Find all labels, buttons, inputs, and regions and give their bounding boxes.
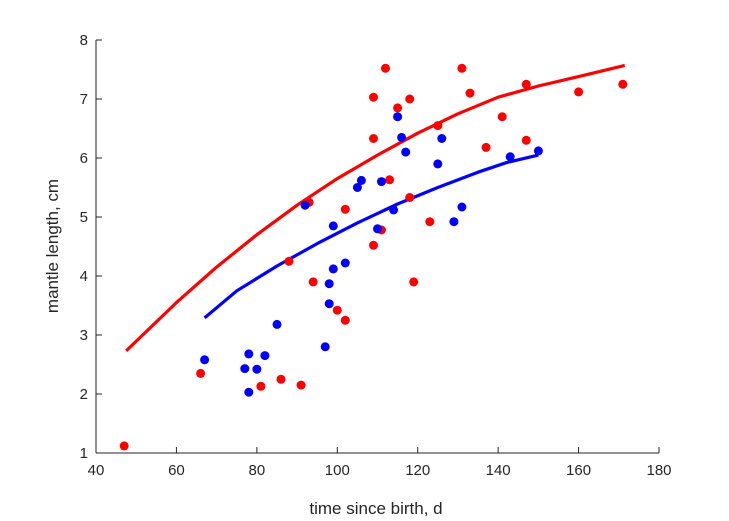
data-point-2 [324,299,334,309]
data-point-2 [320,342,330,352]
data-point-1 [340,204,350,214]
data-point-2 [457,202,467,212]
x-tick-label: 180 [646,462,671,479]
data-point-1 [393,103,403,113]
data-point-1 [405,193,415,202]
data-point-1 [497,112,507,122]
data-point-2 [272,319,282,329]
data-point-2 [340,258,350,268]
y-tick-label: 3 [80,327,88,344]
data-point-2 [401,147,411,157]
tick-labels: 40 60 80 100 120 140 160 180 1 2 3 4 5 6 7 8 [80,32,672,479]
x-tick-label: 100 [325,462,350,479]
data-point-2 [240,364,250,374]
x-tick-label: 140 [486,462,511,479]
data-point-1 [256,381,266,391]
data-point-2 [328,221,338,231]
data-point-2 [373,224,382,234]
data-point-1 [369,240,378,250]
data-point-2 [533,146,543,156]
data-point-2 [244,387,254,397]
x-axis-title: time since birth, d [309,499,442,518]
data-point-2 [389,205,399,215]
data-point-2 [356,175,366,185]
data-point-2 [200,355,210,365]
x-tick-label: 80 [249,462,266,479]
y-tick-label: 8 [80,32,88,49]
data-point-1 [425,217,435,227]
data-point-2 [324,279,334,289]
data-point-1 [119,441,129,451]
data-point-2 [244,349,254,359]
data-point-1 [296,380,306,390]
data-point-2 [352,183,362,192]
y-tick-label: 4 [80,268,88,285]
data-points [119,63,628,451]
fit-curves [125,63,626,353]
data-point-1 [284,256,294,266]
data-point-1 [196,368,206,378]
fit-line-2 [203,153,539,320]
x-tick-label: 120 [405,462,430,479]
y-axis-title: mantle length, cm [43,179,62,313]
data-point-2 [260,351,270,361]
data-point-1 [369,134,378,143]
data-point-1 [574,87,584,97]
data-point-2 [300,200,310,210]
data-point-1 [465,88,475,98]
fit-line-1 [125,63,626,353]
data-point-2 [437,134,447,143]
data-point-1 [457,63,467,73]
data-point-2 [505,152,515,162]
data-point-1 [385,175,395,185]
data-point-2 [252,364,262,374]
y-tick-label: 5 [80,209,88,226]
data-point-1 [521,135,531,145]
data-point-2 [377,177,386,187]
x-tick-label: 160 [566,462,591,479]
data-point-1 [369,92,378,102]
x-tick-label: 40 [88,462,105,479]
data-point-2 [449,217,459,227]
data-point-1 [381,63,390,73]
data-point-1 [409,277,419,287]
x-tick-label: 60 [168,462,185,479]
data-point-1 [332,305,342,315]
data-point-1 [340,315,350,325]
data-point-1 [405,94,415,104]
data-point-1 [521,79,531,89]
y-tick-label: 7 [80,91,88,108]
y-tick-label: 1 [80,445,88,462]
data-point-2 [393,112,403,122]
data-point-2 [397,132,407,142]
data-point-1 [276,374,286,384]
data-point-1 [433,121,443,131]
data-point-2 [433,159,443,169]
data-point-1 [308,277,318,287]
axes [95,39,660,454]
y-tick-label: 6 [80,150,88,167]
data-point-1 [618,79,628,89]
y-tick-label: 2 [80,386,88,403]
data-point-1 [481,142,491,152]
data-point-2 [328,264,338,274]
